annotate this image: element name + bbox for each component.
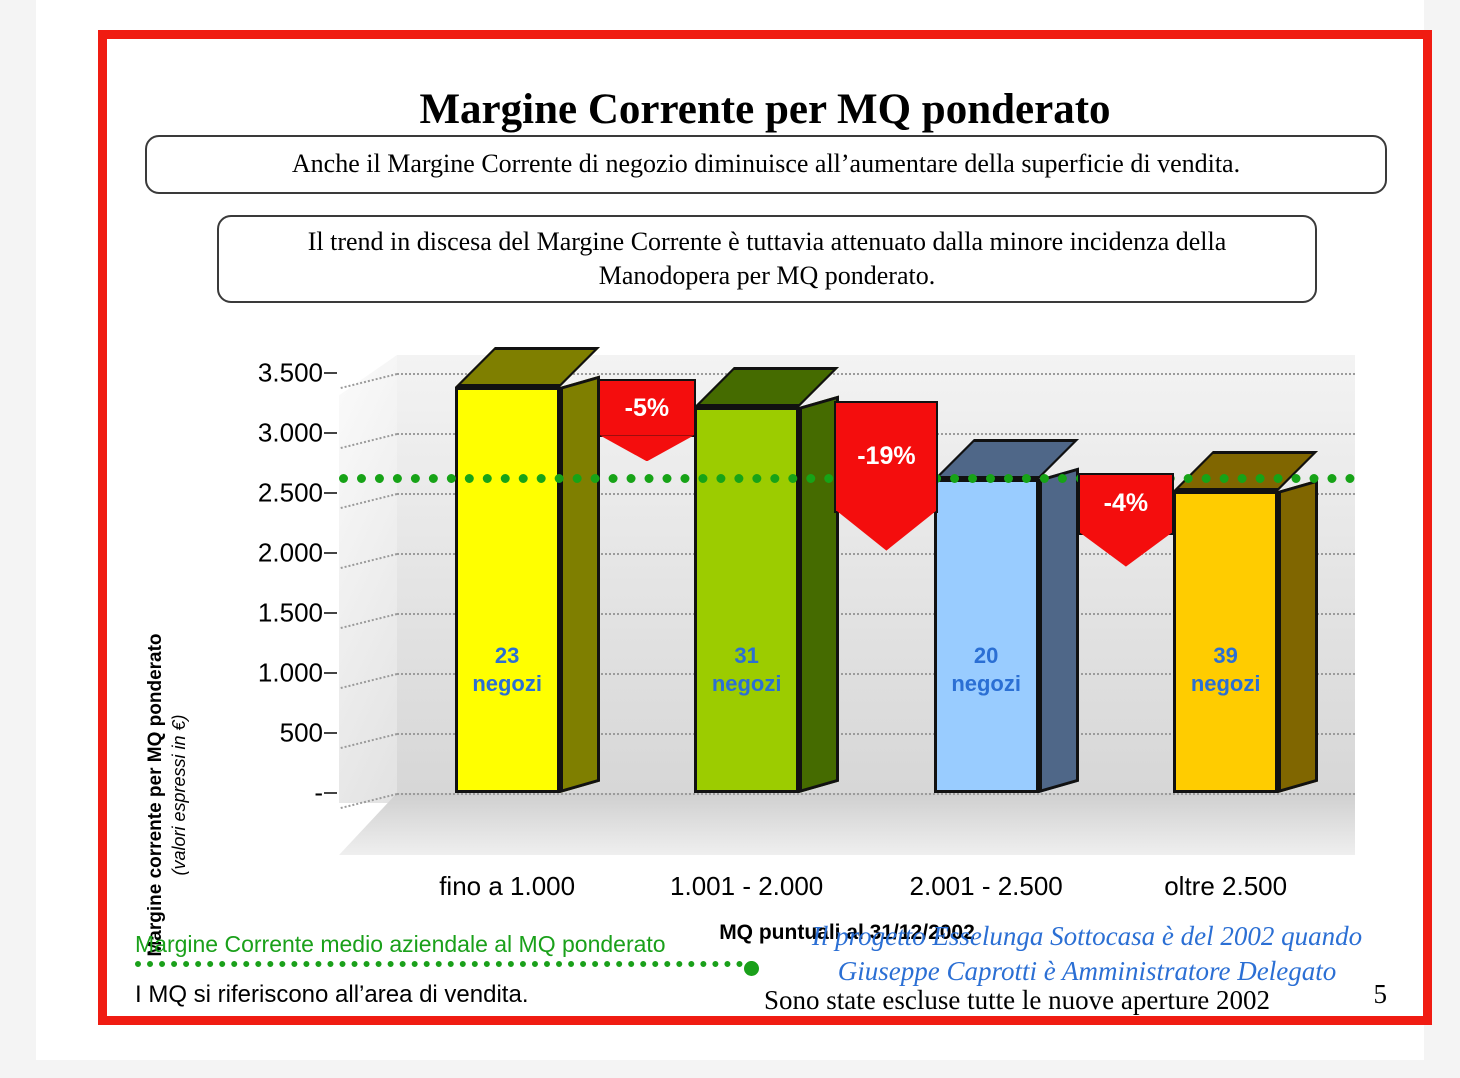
y-axis-tick-label: 3.000 (257, 417, 323, 448)
footnote-center: Sono state escluse tutte le nuove apertu… (763, 985, 1271, 1015)
average-legend-label: Margine Corrente medio aziendale al MQ p… (135, 931, 666, 957)
y-axis-tick (324, 552, 337, 554)
bar-front-face (1173, 490, 1279, 793)
bar-store-unit: negozi (472, 670, 542, 696)
x-axis-tick-label: oltre 2.500 (1164, 871, 1288, 901)
x-axis-labels: fino a 1.000 1.001 - 2.000 2.001 - 2.500 ol… (339, 871, 1355, 905)
percent-change-arrow: -4% (1077, 472, 1174, 567)
percent-change-arrow: -5% (597, 379, 696, 462)
gridline (397, 793, 1355, 795)
y-axis-tick (324, 792, 337, 794)
bar-column[interactable]: 39 negozi (1173, 450, 1319, 793)
bar-column[interactable]: 31 negozi (694, 366, 840, 793)
annotation-note-blue-line1: Il progetto Esselunga Sottocasa è del 20… (811, 921, 1363, 951)
bar-side-face (1278, 479, 1319, 793)
callout-primary-text: Anche il Margine Corrente di negozio dim… (291, 149, 1241, 179)
x-axis-tick-label: 2.001 - 2.500 (909, 871, 1063, 901)
slide-frame: Margine Corrente per MQ ponderato Anche … (98, 30, 1432, 1025)
y-axis-tick (324, 612, 337, 614)
y-axis-tick (324, 492, 337, 494)
slide-page: Margine Corrente per MQ ponderato Anche … (36, 0, 1432, 1060)
y-axis-title-units: (valori espressi in €) (168, 714, 189, 876)
y-axis-tick-label: 2.500 (257, 477, 323, 508)
chart-side-wall (339, 355, 397, 803)
y-axis-tick-label: 1.000 (257, 657, 323, 688)
bar-side-face (799, 395, 840, 793)
percent-change-label: -4% (1077, 472, 1174, 567)
annotation-note-blue-line2: Giuseppe Caprotti è Amministratore Deleg… (837, 955, 1337, 986)
bar-store-count-label: 31 negozi (694, 642, 799, 697)
bar-side-face (559, 375, 600, 793)
y-axis-labels: 3.500 3.000 2.500 2.000 1.500 1.000 500 - (207, 315, 337, 815)
gridline (397, 733, 1355, 735)
bar-chart: Margine corrente per MQ ponderato (valor… (107, 315, 1423, 957)
callout-box-primary: Anche il Margine Corrente di negozio dim… (145, 135, 1387, 194)
bar-store-count: 39 (1213, 643, 1238, 668)
bar-front-face (694, 406, 800, 793)
page-number: 5 (1373, 979, 1388, 1009)
y-axis-tick-label: 3.500 (257, 357, 323, 388)
callout-box-secondary: Il trend in discesa del Margine Corrente… (217, 215, 1317, 303)
bar-front-face (454, 387, 560, 793)
y-axis-tick (324, 732, 337, 734)
x-axis-tick-label: 1.001 - 2.000 (670, 871, 824, 901)
bar-side-face (1038, 467, 1079, 793)
plot-area: 23 negozi 31 negozi 20 negozi 39 negozi -5% -19%… (339, 347, 1355, 855)
bar-store-unit: negozi (711, 670, 782, 696)
y-axis-tick-label: 2.000 (257, 537, 323, 568)
bar-store-count-label: 20 negozi (934, 642, 1039, 697)
callout-secondary-text: Il trend in discesa del Margine Corrente… (307, 226, 1227, 290)
y-axis-tick (324, 372, 337, 374)
y-axis-title-main: Margine corrente per MQ ponderato (144, 633, 166, 957)
annotation-note-blue: Il progetto Esselunga Sottocasa è del 20… (787, 919, 1387, 988)
y-axis-tick-label: - (314, 777, 323, 808)
average-legend: Margine Corrente medio aziendale al MQ p… (135, 931, 759, 977)
gridline (397, 613, 1355, 615)
x-axis-title: MQ puntuali al 31/12/2002 (719, 921, 975, 944)
page-title: Margine Corrente per MQ ponderato (419, 86, 1111, 133)
average-legend-dot (744, 961, 759, 976)
gridline (397, 553, 1355, 555)
y-axis-tick (324, 672, 337, 674)
bar-front-face (933, 478, 1039, 793)
average-legend-line (135, 961, 759, 977)
percent-change-arrow: -19% (834, 400, 939, 551)
bar-store-unit: negozi (1190, 670, 1261, 696)
percent-change-label: -19% (834, 400, 939, 551)
gridline (397, 373, 1355, 375)
y-axis-tick-label: 500 (279, 717, 323, 748)
bar-store-unit: negozi (951, 670, 1021, 696)
footnote-left: I MQ si riferiscono all’area di vendita. (135, 981, 529, 1008)
x-axis-tick-label: fino a 1.000 (439, 871, 576, 901)
chart-floor (339, 793, 1355, 855)
bar-store-count: 20 (973, 643, 999, 668)
bar-store-count-label: 23 negozi (455, 642, 560, 697)
bar-store-count: 31 (734, 643, 759, 668)
bar-column[interactable]: 23 negozi (454, 347, 600, 793)
bar-column[interactable]: 20 negozi (933, 438, 1079, 793)
y-axis-tick-label: 1.500 (257, 597, 323, 628)
y-axis-tick (324, 432, 337, 434)
gridline (397, 673, 1355, 675)
bar-store-count: 23 (494, 643, 520, 668)
percent-change-label: -5% (597, 379, 696, 462)
bar-store-count-label: 39 negozi (1173, 642, 1278, 697)
